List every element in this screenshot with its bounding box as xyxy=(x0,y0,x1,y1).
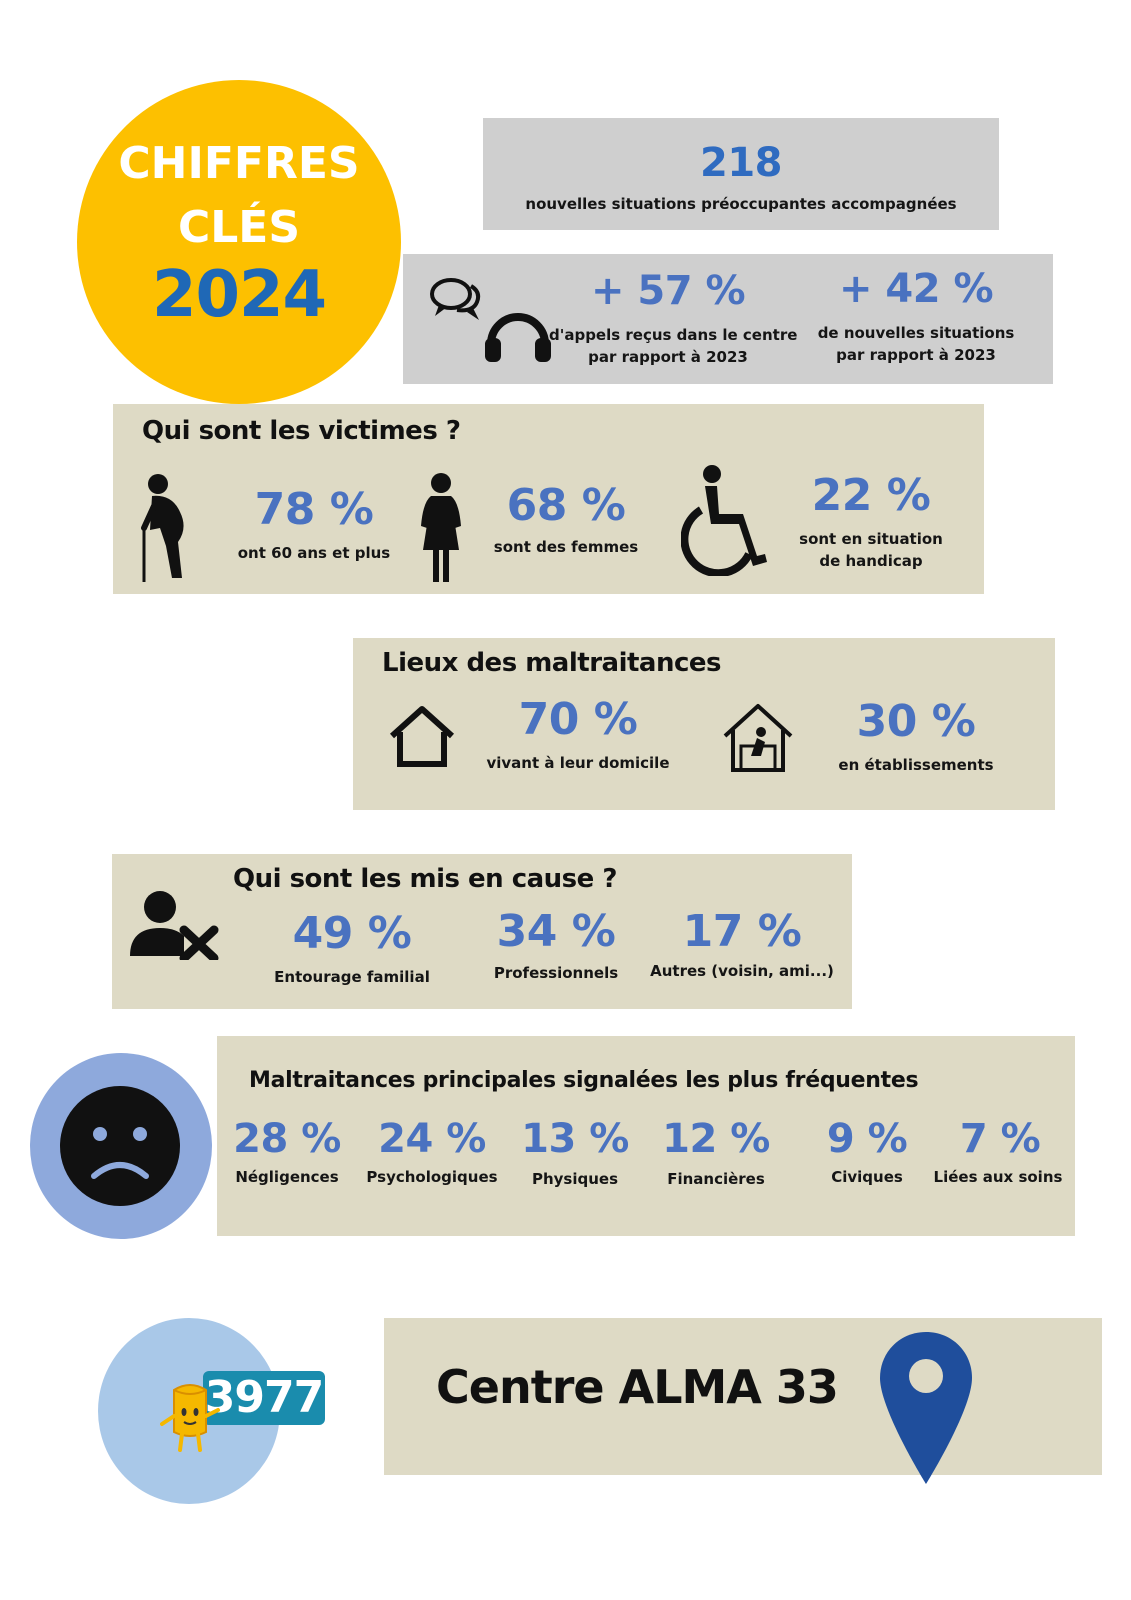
abuse-title: Maltraitances principales signalées les … xyxy=(249,1068,919,1093)
victims-disability-label-1: sont en situation xyxy=(799,530,943,548)
places-card: Lieux des maltraitances 70 % vivant à le… xyxy=(353,638,1055,810)
abuse-financial-value: 12 % xyxy=(662,1116,770,1162)
calls-growth-value: + 57 % xyxy=(590,268,746,314)
sad-face-circle xyxy=(30,1053,212,1239)
situations-growth-label-2: par rapport à 2023 xyxy=(836,346,996,364)
places-institution-label: en établissements xyxy=(838,756,994,774)
abuse-physical-label: Physiques xyxy=(531,1170,619,1188)
situations-growth-value: + 42 % xyxy=(838,266,994,312)
key-figures-badge: CHIFFRES CLÉS 2024 xyxy=(77,80,401,404)
abuse-psy-value: 24 % xyxy=(378,1116,486,1162)
calls-growth-label-2: par rapport à 2023 xyxy=(588,348,748,366)
places-institution-value: 30 % xyxy=(856,696,976,747)
key-figures-line2: CLÉS xyxy=(177,202,301,253)
center-name: Centre ALMA 33 xyxy=(436,1360,839,1414)
growth-card: + 57 % d'appels reçus dans le centre par… xyxy=(403,254,1053,384)
accused-title: Qui sont les mis en cause ? xyxy=(233,864,617,894)
accused-pro-label: Professionnels xyxy=(493,964,619,982)
victims-disability-value: 22 % xyxy=(811,470,931,521)
victims-card: Qui sont les victimes ? 78 % ont 60 ans … xyxy=(113,404,984,594)
victims-title: Qui sont les victimes ? xyxy=(142,416,461,446)
places-home-label: vivant à leur domicile xyxy=(486,754,670,772)
abuse-neglect-value: 28 % xyxy=(233,1116,341,1162)
abuse-card: Maltraitances principales signalées les … xyxy=(217,1036,1075,1236)
victims-age-value: 78 % xyxy=(254,484,374,535)
abuse-civic-value: 9 % xyxy=(826,1116,908,1162)
new-situations-value: 218 xyxy=(700,140,783,186)
wheelchair-icon xyxy=(681,465,767,576)
new-situations-card: 218 nouvelles situations préoccupantes a… xyxy=(483,118,999,230)
helpline-badge: 3977 xyxy=(203,1371,325,1425)
places-title: Lieux des maltraitances xyxy=(382,648,721,678)
abuse-financial-label: Financières xyxy=(667,1170,765,1188)
victims-women-value: 68 % xyxy=(506,480,626,531)
location-pin-icon xyxy=(880,1332,972,1484)
mascot-icon xyxy=(160,1384,220,1452)
situations-growth-label-1: de nouvelles situations xyxy=(817,324,1015,342)
abuse-neglect-label: Négligences xyxy=(235,1168,339,1186)
accused-other-label: Autres (voisin, ami...) xyxy=(650,962,834,980)
abuse-psy-label: Psychologiques xyxy=(366,1168,498,1186)
care-home-icon xyxy=(723,704,793,772)
center-card: Centre ALMA 33 xyxy=(384,1318,1102,1475)
abuse-physical-value: 13 % xyxy=(521,1116,629,1162)
home-icon xyxy=(389,706,455,767)
woman-icon xyxy=(421,473,461,582)
abuse-civic-label: Civiques xyxy=(831,1168,903,1186)
user-remove-icon xyxy=(130,891,219,960)
places-home-value: 70 % xyxy=(518,694,638,745)
sad-face-icon xyxy=(60,1086,180,1206)
accused-family-value: 49 % xyxy=(292,908,412,959)
accused-other-value: 17 % xyxy=(682,906,802,957)
calls-growth-label-1: d'appels reçus dans le centre xyxy=(549,326,798,344)
elderly-person-icon xyxy=(141,474,184,582)
new-situations-label: nouvelles situations préoccupantes accom… xyxy=(525,195,957,213)
accused-family-label: Entourage familial xyxy=(274,968,430,986)
headset-icon xyxy=(485,313,551,362)
key-figures-year: 2024 xyxy=(151,258,327,332)
accused-card: Qui sont les mis en cause ? 49 % Entoura… xyxy=(112,854,852,1009)
abuse-care-label: Liées aux soins xyxy=(933,1168,1063,1186)
chat-bubbles-icon xyxy=(430,278,481,320)
accused-pro-value: 34 % xyxy=(496,906,616,957)
victims-women-label: sont des femmes xyxy=(493,538,639,556)
victims-age-label: ont 60 ans et plus xyxy=(237,544,391,562)
key-figures-line1: CHIFFRES xyxy=(118,138,360,189)
abuse-care-value: 7 % xyxy=(959,1116,1041,1162)
victims-disability-label-2: de handicap xyxy=(819,552,923,570)
